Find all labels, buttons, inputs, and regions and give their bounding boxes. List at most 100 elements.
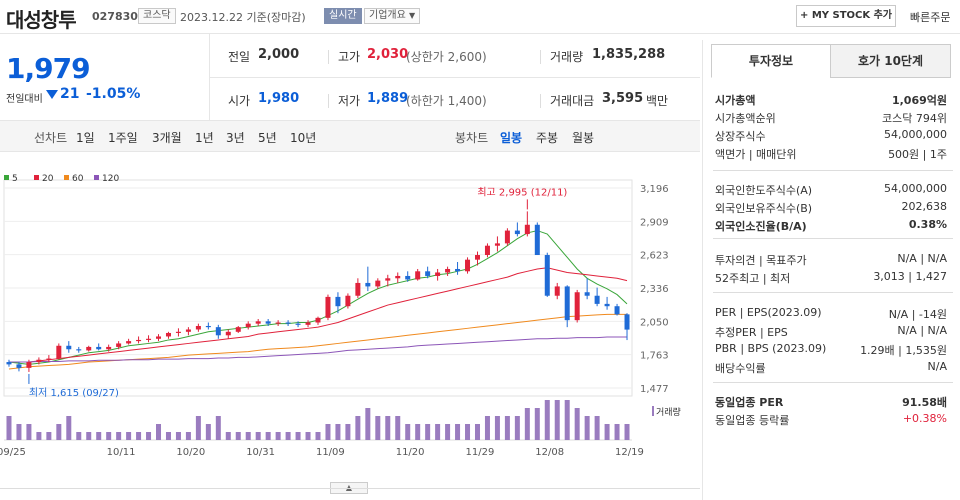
volume-bar [574,408,580,440]
x-tick-label: 11/20 [396,447,425,458]
legend-swatch-5 [4,175,9,180]
info-row: 시가총액순위 코스닥 794위 [715,110,947,128]
info-value: 54,000,000 [884,182,947,195]
candle-body [285,322,291,324]
min-label: 최저 1,615 (09/27) [29,387,119,399]
candle-body [544,255,550,296]
quick-order-link[interactable]: 빠른주문 [910,11,951,24]
volume-bar [445,424,451,440]
candle-body [265,321,271,324]
info-key: 시가총액순위 [715,112,776,125]
realtime-button[interactable]: 실시간 [324,8,362,24]
volume-bar [106,432,112,440]
volume-bar [405,424,411,440]
tab-invest-info[interactable]: 투자정보 [711,44,831,78]
period-1w[interactable]: 1주일 [108,131,138,145]
candle-monthly[interactable]: 월봉 [572,131,595,145]
volume-bar [494,416,500,440]
candle-body [185,329,191,332]
candle-body [385,278,391,281]
tab-hoga[interactable]: 호가 10단계 [830,44,951,78]
volume-bar [46,432,52,440]
legend-label-5: 5 [12,174,18,184]
candle-body [514,230,520,235]
info-key: 액면가 | 매매단위 [715,148,797,161]
info-row: 시가총액 1,069억원 [715,92,947,110]
info-key: 외국인보유주식수(B) [715,202,813,215]
candle-body [395,275,401,279]
volume-bar [175,432,181,440]
candle-body [225,331,231,336]
volume-bar [285,432,291,440]
line-chart-label: 선차트 [34,131,68,145]
period-3m[interactable]: 3개월 [152,131,182,145]
candle-body [146,338,152,340]
volume-bar [116,432,122,440]
down-triangle-icon [46,90,58,99]
candle-body [136,339,142,342]
period-5y[interactable]: 5년 [258,131,277,145]
x-tick-label: 10/11 [107,447,136,458]
info-value: 3,013 | 1,427 [873,270,947,283]
volume-bar [415,424,421,440]
info-value: 202,638 [901,200,948,213]
stat-sub-high: (상한가 2,600) [406,50,487,64]
stat-value-high: 2,030 [367,47,409,62]
price-box [0,34,210,120]
volume-bar [255,432,261,440]
info-value: N/A | N/A [897,324,947,337]
candle-body [474,255,480,260]
volume-bar [165,432,171,440]
period-1d[interactable]: 1일 [76,131,95,145]
period-10y[interactable]: 10년 [290,131,317,145]
candle-body [355,282,361,296]
stat-value-open: 1,980 [258,91,300,106]
volume-bar [474,424,480,440]
volume-bar [355,416,361,440]
volume-bar [514,416,520,440]
y-tick-label: 2,909 [640,217,669,228]
candle-body [405,275,411,280]
chart-toolbar: 선차트 1일 1주일 3개월 1년 3년 5년 10년 봉차트 일봉 주봉 월봉 [0,120,700,152]
candle-body [26,362,32,368]
candle-body [504,230,510,244]
x-tick-label: 12/08 [535,447,564,458]
volume-bar [624,424,630,440]
candle-weekly[interactable]: 주봉 [536,131,559,145]
volume-bar [66,416,72,440]
my-stock-add-button[interactable]: + MY STOCK 추가 [796,5,896,27]
volume-bar [365,408,371,440]
investment-panel: 투자정보 호가 10단계 시가총액 1,069억원 시가총액순위 코스닥 794위 상장… [702,40,960,500]
volume-bar [215,416,221,440]
candle-body [235,327,241,332]
candle-body [584,292,590,296]
info-divider [713,382,953,383]
candle-body [106,346,112,350]
candle-body [365,282,371,287]
candle-daily[interactable]: 일봉 [500,131,523,145]
corp-overview-button[interactable]: 기업개요 ▼ [364,8,421,24]
info-key: 추정PER | EPS [715,326,788,339]
info-row: 액면가 | 매매단위 500원 | 1주 [715,146,947,164]
y-tick-label: 1,763 [640,351,669,362]
volume-bar [146,432,152,440]
info-row: 외국인소진율(B/A) 0.38% [715,218,947,236]
info-value: +0.38% [902,412,947,425]
volume-bar [524,408,530,440]
period-3y[interactable]: 3년 [226,131,245,145]
info-row: 동일업종 PER 91.58배 [715,394,947,412]
volume-bar [6,416,12,440]
info-row: 외국인한도주식수(A) 54,000,000 [715,182,947,200]
candle-body [76,349,82,351]
candle-body [66,345,72,350]
info-divider [713,292,953,293]
period-1y[interactable]: 1년 [195,131,214,145]
candle-body [614,306,620,315]
info-row: 외국인보유주식수(B) 202,638 [715,200,947,218]
candle-body [415,271,421,280]
candle-body [375,280,381,287]
volume-bar [455,424,461,440]
y-tick-label: 2,623 [640,251,669,262]
stock-chart[interactable]: 5 20 60 120 3,196 2,909 2,623 2,336 2,050 1,763 1,… [0,160,700,500]
x-tick-label: 10/31 [246,447,275,458]
